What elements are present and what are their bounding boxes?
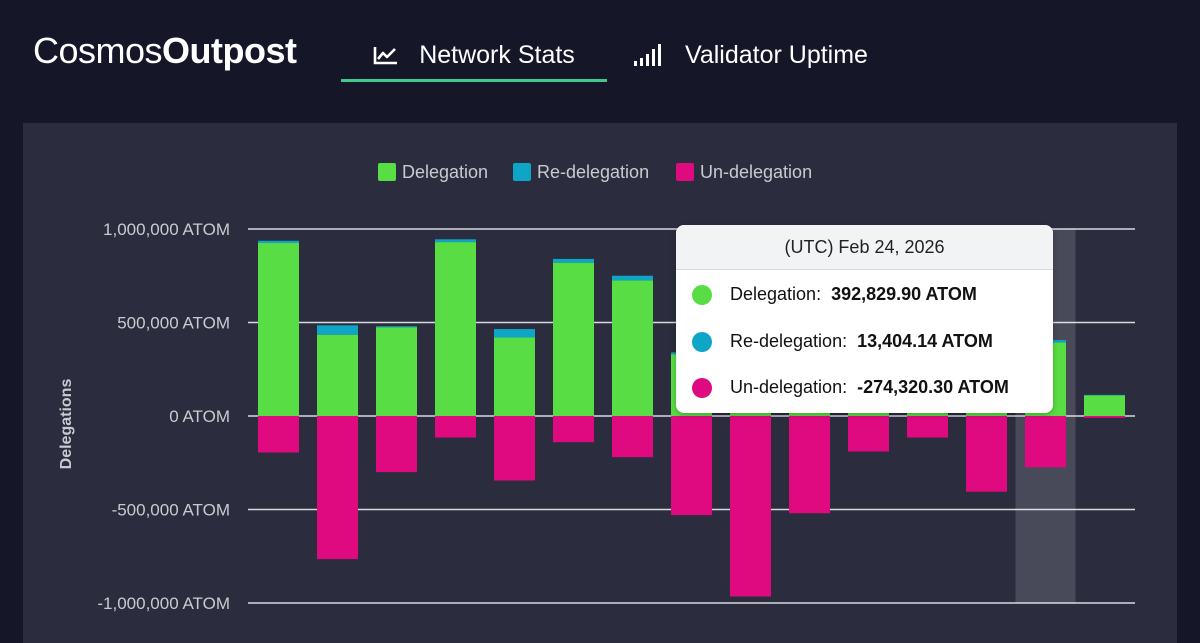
tooltip-value: 392,829.90 ATOM: [831, 284, 977, 304]
bar-undelegation-2: [376, 416, 417, 473]
tooltip-value: 13,404.14 ATOM: [857, 331, 993, 351]
line-chart-icon: [373, 45, 399, 65]
y-axis: 1,000,000 ATOM 500,000 ATOM 0 ATOM -500,000…: [58, 220, 230, 613]
redelegation-dot-icon: [692, 331, 712, 352]
tab-validator-uptime-label: Validator Uptime: [685, 40, 868, 69]
tooltip-row-delegation: Delegation: 392,829.90 ATOM: [692, 284, 977, 305]
bar-redelegation-0: [258, 240, 299, 244]
tooltip-label: Re-delegation:: [730, 331, 848, 351]
undelegation-dot-icon: [692, 377, 712, 398]
brand-bold-text: Outpost: [162, 30, 297, 71]
bar-undelegation-1: [317, 416, 358, 560]
y-axis-title: Delegations: [58, 379, 75, 470]
legend-swatch-1: [513, 163, 531, 181]
top-nav: CosmosOutpost Network Stats Validator Up…: [0, 0, 1200, 110]
bar-undelegation-11: [907, 416, 948, 438]
bar-redelegation-6: [612, 275, 653, 281]
bar-undelegation-13: [1025, 416, 1066, 468]
legend-label-2: Un-delegation: [700, 162, 812, 182]
bar-redelegation-3: [435, 239, 476, 243]
y-tick-label-4: -1,000,000 ATOM: [97, 594, 230, 613]
bar-delegation-0: [258, 243, 299, 416]
bar-undelegation-9: [789, 416, 830, 514]
tooltip-row-redelegation: Re-delegation: 13,404.14 ATOM: [692, 331, 993, 352]
bar-redelegation-4: [494, 329, 535, 338]
bar-redelegation-2: [376, 326, 417, 328]
tooltip-label: Delegation:: [730, 284, 822, 304]
bar-undelegation-10: [848, 416, 889, 452]
bar-delegation-6: [612, 280, 653, 416]
tooltip-value: -274,320.30 ATOM: [857, 377, 1009, 397]
tooltip-row-undelegation: Un-delegation: -274,320.30 ATOM: [692, 377, 1009, 398]
brand-light-text: Cosmos: [33, 30, 163, 71]
tooltip-label: Un-delegation:: [730, 377, 848, 397]
tooltip-title: (UTC) Feb 24, 2026: [676, 225, 1053, 270]
y-tick-label-3: -500,000 ATOM: [112, 501, 230, 520]
bar-delegation-3: [435, 242, 476, 416]
chart-panel: Delegation Re-delegation Un-delegation 1,0…: [23, 123, 1177, 643]
bar-undelegation-0: [258, 416, 299, 453]
bar-delegation-2: [376, 327, 417, 416]
bar-undelegation-4: [494, 416, 535, 481]
legend-label-1: Re-delegation: [537, 162, 649, 182]
bar-redelegation-5: [553, 258, 594, 263]
bar-undelegation-6: [612, 416, 653, 458]
y-tick-label-0: 1,000,000 ATOM: [103, 220, 230, 239]
bar-delegation-4: [494, 337, 535, 416]
legend-swatch-0: [378, 163, 396, 181]
legend-swatch-2: [676, 163, 694, 181]
bar-undelegation-14: [1084, 416, 1125, 418]
bar-redelegation-1: [317, 325, 358, 335]
bar-delegation-14: [1084, 395, 1125, 416]
bar-undelegation-3: [435, 416, 476, 438]
tab-validator-uptime[interactable]: Validator Uptime: [633, 30, 868, 80]
tab-network-stats[interactable]: Network Stats: [341, 30, 607, 82]
signal-bars-icon: [633, 43, 665, 67]
bar-delegation-5: [553, 262, 594, 416]
delegation-dot-icon: [692, 284, 712, 305]
bar-undelegation-12: [966, 416, 1007, 492]
tab-network-stats-label: Network Stats: [419, 40, 575, 69]
chart-legend: Delegation Re-delegation Un-delegation: [378, 162, 812, 182]
bar-undelegation-8: [730, 416, 771, 597]
chart-tooltip: (UTC) Feb 24, 2026 Delegation: 392,829.9…: [676, 225, 1053, 413]
y-tick-label-2: 0 ATOM: [169, 407, 230, 426]
bar-undelegation-5: [553, 416, 594, 443]
legend-label-0: Delegation: [402, 162, 488, 182]
brand-logo[interactable]: CosmosOutpost: [33, 30, 297, 72]
bar-redelegation-14: [1084, 394, 1125, 396]
bar-undelegation-7: [671, 416, 712, 516]
y-tick-label-1: 500,000 ATOM: [117, 314, 230, 333]
bar-delegation-1: [317, 334, 358, 416]
